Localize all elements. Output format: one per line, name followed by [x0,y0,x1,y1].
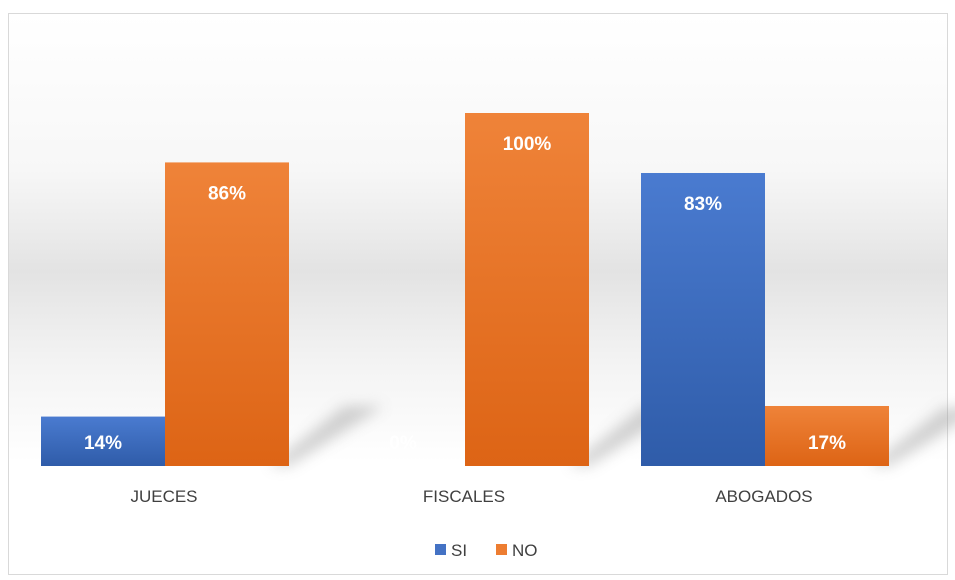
data-label-no-fiscales: 100% [503,134,552,155]
bar-shadow-abogados [869,407,955,466]
data-label-si-jueces: 14% [84,433,122,454]
data-labels: 14% 86% 0% 100% 83% 17% [84,134,846,454]
legend-label-no: NO [512,541,538,560]
category-label-abogados: ABOGADOS [715,487,812,506]
data-label-si-fiscales: 0% [389,433,417,454]
category-labels: JUECES FISCALES ABOGADOS [130,487,812,506]
legend-swatch-si [435,544,446,555]
data-label-no-jueces: 86% [208,183,246,204]
bar-shadow-jueces [269,406,384,466]
bar-no-abogados [765,405,889,466]
legend: SI NO [435,541,538,560]
legend-label-si: SI [451,541,467,560]
bar-si-abogados [641,173,765,466]
bar-no-jueces [165,162,289,467]
bars [41,113,889,467]
legend-swatch-no [496,544,507,555]
bar-si-jueces [41,416,165,466]
data-label-no-abogados: 17% [808,433,846,454]
bar-no-fiscales [465,113,589,466]
data-label-si-abogados: 83% [684,194,722,215]
category-label-jueces: JUECES [130,487,197,506]
category-label-fiscales: FISCALES [423,487,505,506]
